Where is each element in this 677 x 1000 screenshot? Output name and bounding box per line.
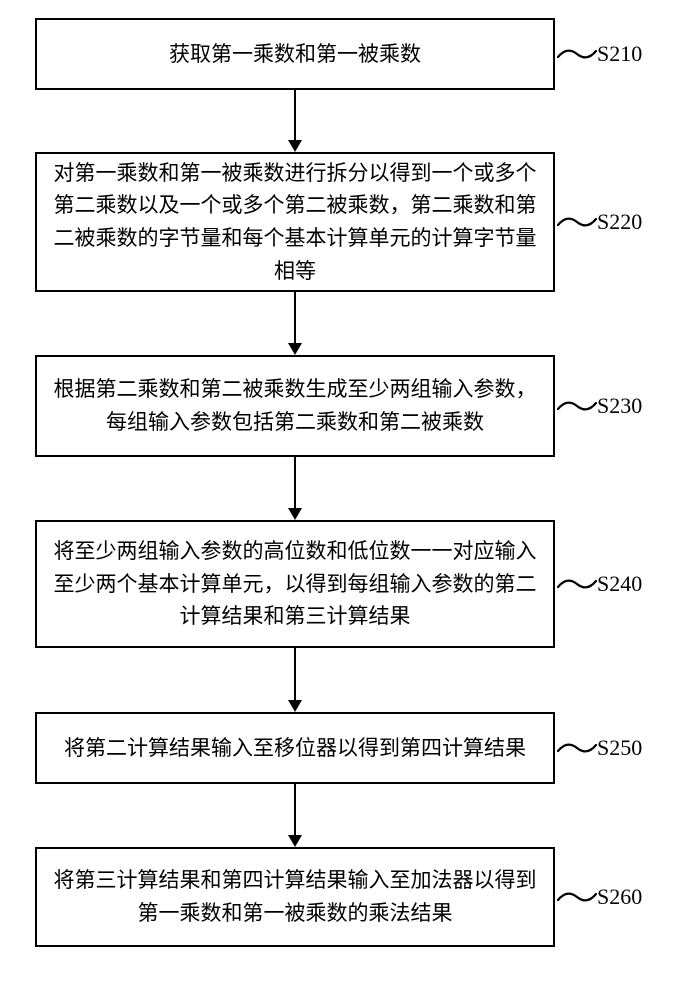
tilde-connector bbox=[557, 212, 597, 232]
step-box-s220: 对第一乘数和第一被乘数进行拆分以得到一个或多个第二乘数以及一个或多个第二被乘数，… bbox=[35, 152, 555, 292]
tilde-connector bbox=[557, 738, 597, 758]
step-label-s220: S220 bbox=[597, 209, 642, 235]
flowchart-canvas: 获取第一乘数和第一被乘数 S210 对第一乘数和第一被乘数进行拆分以得到一个或多个第… bbox=[0, 0, 677, 1000]
tilde-connector bbox=[557, 887, 597, 907]
step-box-s250: 将第二计算结果输入至移位器以得到第四计算结果 bbox=[35, 712, 555, 784]
step-label-s240: S240 bbox=[597, 571, 642, 597]
step-text: 将第二计算结果输入至移位器以得到第四计算结果 bbox=[64, 732, 526, 765]
step-text: 对第一乘数和第一被乘数进行拆分以得到一个或多个第二乘数以及一个或多个第二被乘数，… bbox=[51, 157, 539, 287]
step-text: 将第三计算结果和第四计算结果输入至加法器以得到第一乘数和第一被乘数的乘法结果 bbox=[51, 864, 539, 929]
step-label-s250: S250 bbox=[597, 735, 642, 761]
step-text: 根据第二乘数和第二被乘数生成至少两组输入参数，每组输入参数包括第二乘数和第二被乘… bbox=[51, 373, 539, 438]
step-box-s240: 将至少两组输入参数的高位数和低位数一一对应输入至少两个基本计算单元，以得到每组输… bbox=[35, 520, 555, 648]
step-box-s210: 获取第一乘数和第一被乘数 bbox=[35, 18, 555, 90]
tilde-connector bbox=[557, 574, 597, 594]
step-label-s210: S210 bbox=[597, 41, 642, 67]
step-label-s230: S230 bbox=[597, 393, 642, 419]
tilde-connector bbox=[557, 44, 597, 64]
step-box-s230: 根据第二乘数和第二被乘数生成至少两组输入参数，每组输入参数包括第二乘数和第二被乘… bbox=[35, 355, 555, 457]
step-text: 将至少两组输入参数的高位数和低位数一一对应输入至少两个基本计算单元，以得到每组输… bbox=[51, 535, 539, 633]
step-label-s260: S260 bbox=[597, 884, 642, 910]
step-box-s260: 将第三计算结果和第四计算结果输入至加法器以得到第一乘数和第一被乘数的乘法结果 bbox=[35, 847, 555, 947]
tilde-connector bbox=[557, 396, 597, 416]
step-text: 获取第一乘数和第一被乘数 bbox=[169, 38, 421, 71]
